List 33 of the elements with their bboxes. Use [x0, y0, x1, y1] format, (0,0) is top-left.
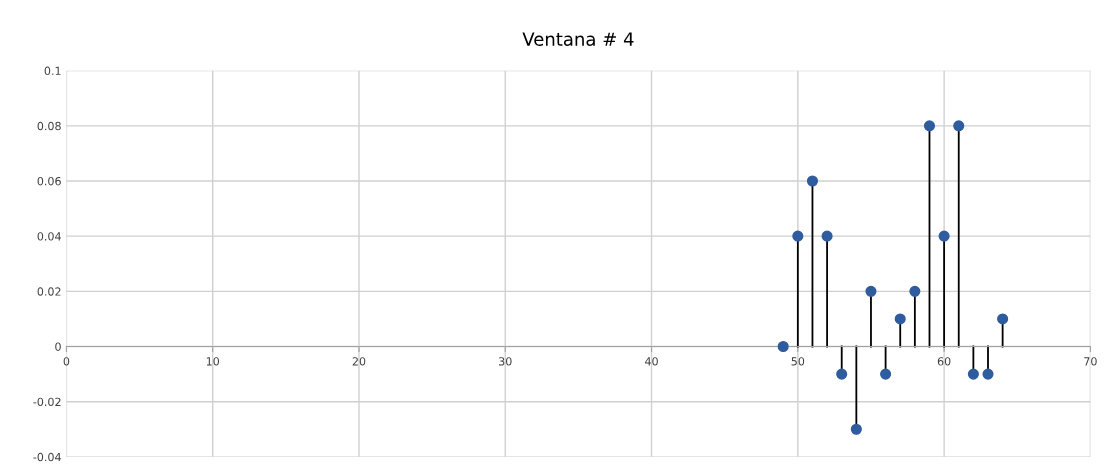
y-tick-label: 0.1: [44, 66, 61, 76]
y-tick-label: 0: [55, 342, 61, 351]
point: [938, 230, 950, 242]
point: [806, 175, 819, 187]
y-tick-label: 0.06: [37, 176, 61, 186]
point: [836, 368, 848, 380]
x-tick-label: 40: [645, 357, 658, 366]
point: [865, 285, 877, 297]
chart-title: Ventana # 4: [522, 32, 634, 46]
point: [967, 368, 979, 380]
point: [821, 230, 833, 242]
y-tick-label: 0.04: [37, 232, 61, 241]
point: [909, 285, 921, 297]
x-tick-label: 0: [63, 357, 70, 366]
y-tick-label: -0.02: [33, 397, 61, 407]
point: [894, 313, 906, 325]
x-tick-label: 10: [206, 357, 220, 366]
x-tick-label: 30: [499, 357, 512, 366]
point: [997, 313, 1009, 325]
point: [880, 368, 892, 380]
point: [792, 230, 804, 242]
point: [923, 120, 936, 132]
x-tick-label: 70: [1084, 357, 1097, 366]
point: [982, 368, 994, 380]
y-tick-label: 0.08: [37, 121, 61, 131]
point: [953, 120, 965, 132]
y-tick-label: 0.02: [37, 287, 61, 296]
x-tick-label: 60: [937, 357, 951, 366]
point: [777, 340, 789, 353]
point: [850, 423, 862, 435]
y-tick-label: -0.04: [33, 452, 61, 462]
x-tick-label: 20: [352, 357, 366, 366]
x-tick-label: 50: [791, 357, 805, 366]
